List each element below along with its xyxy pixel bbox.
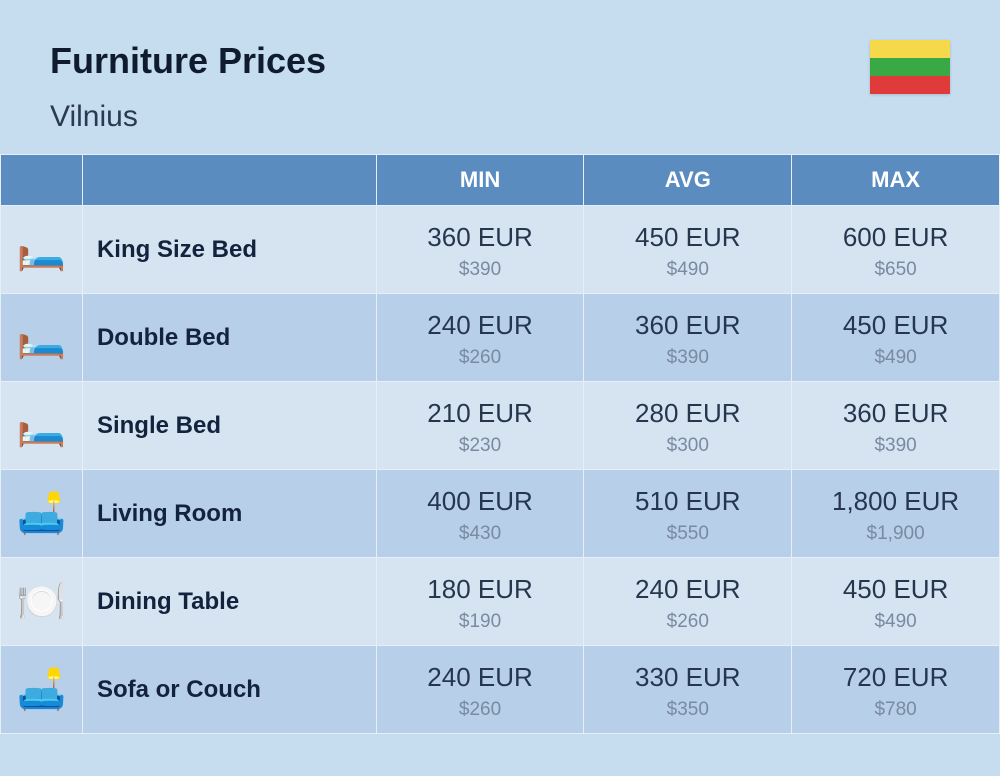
price-eur: 280 EUR [584,398,791,429]
price-usd: $390 [377,259,584,281]
price-cell: 360 EUR $390 [376,206,584,294]
price-eur: 360 EUR [377,222,584,253]
furniture-icon: 🛋️ [1,470,83,558]
flag-stripe-top [870,40,950,58]
header-avg: AVG [584,155,792,206]
table-row: 🛏️Double Bed240 EUR $260360 EUR $390450 EU… [1,294,1000,382]
price-cell: 360 EUR $390 [792,382,1000,470]
header-name-col [82,155,376,206]
page-title: Furniture Prices [50,40,326,82]
price-usd: $260 [377,347,584,369]
furniture-icon: 🛋️ [1,646,83,734]
price-cell: 240 EUR $260 [376,646,584,734]
price-cell: 510 EUR $550 [584,470,792,558]
header-max: MAX [792,155,1000,206]
furniture-icon: 🛏️ [1,382,83,470]
furniture-name: Single Bed [82,382,376,470]
price-cell: 720 EUR $780 [792,646,1000,734]
price-usd: $390 [584,347,791,369]
header-min: MIN [376,155,584,206]
furniture-name: Living Room [82,470,376,558]
table-row: 🛏️King Size Bed360 EUR $390450 EUR $490600… [1,206,1000,294]
table-row: 🛏️Single Bed210 EUR $230280 EUR $300360 EU… [1,382,1000,470]
price-cell: 1,800 EUR $1,900 [792,470,1000,558]
price-usd: $490 [584,259,791,281]
price-eur: 240 EUR [377,662,584,693]
price-eur: 450 EUR [584,222,791,253]
price-eur: 510 EUR [584,486,791,517]
price-eur: 360 EUR [792,398,999,429]
price-usd: $350 [584,699,791,721]
price-cell: 600 EUR $650 [792,206,1000,294]
price-usd: $260 [584,611,791,633]
price-cell: 180 EUR $190 [376,558,584,646]
price-usd: $260 [377,699,584,721]
table-row: 🛋️Living Room400 EUR $430510 EUR $5501,800… [1,470,1000,558]
price-eur: 180 EUR [377,574,584,605]
price-usd: $230 [377,435,584,457]
price-eur: 360 EUR [584,310,791,341]
price-cell: 450 EUR $490 [792,558,1000,646]
flag-stripe-mid [870,58,950,76]
price-usd: $780 [792,699,999,721]
furniture-icon: 🛏️ [1,206,83,294]
price-eur: 400 EUR [377,486,584,517]
price-usd: $300 [584,435,791,457]
price-cell: 450 EUR $490 [792,294,1000,382]
price-eur: 330 EUR [584,662,791,693]
title-block: Furniture Prices Vilnius [50,40,326,134]
price-cell: 210 EUR $230 [376,382,584,470]
price-cell: 240 EUR $260 [584,558,792,646]
furniture-name: Sofa or Couch [82,646,376,734]
page-subtitle: Vilnius [50,100,326,134]
price-cell: 280 EUR $300 [584,382,792,470]
price-eur: 240 EUR [377,310,584,341]
furniture-name: Dining Table [82,558,376,646]
price-eur: 450 EUR [792,310,999,341]
table-row: 🛋️Sofa or Couch240 EUR $260330 EUR $350720… [1,646,1000,734]
price-eur: 600 EUR [792,222,999,253]
furniture-icon: 🛏️ [1,294,83,382]
price-cell: 240 EUR $260 [376,294,584,382]
price-usd: $1,900 [792,523,999,545]
price-table: MIN AVG MAX 🛏️King Size Bed360 EUR$39045… [0,154,1000,734]
price-usd: $390 [792,435,999,457]
furniture-name: King Size Bed [82,206,376,294]
table-row: 🍽️Dining Table180 EUR $190240 EUR $260450 … [1,558,1000,646]
price-usd: $550 [584,523,791,545]
price-cell: 360 EUR $390 [584,294,792,382]
table-header-row: MIN AVG MAX [1,155,1000,206]
price-usd: $650 [792,259,999,281]
price-eur: 240 EUR [584,574,791,605]
price-eur: 450 EUR [792,574,999,605]
flag-stripe-bot [870,76,950,94]
price-eur: 720 EUR [792,662,999,693]
header-icon-col [1,155,83,206]
price-cell: 330 EUR $350 [584,646,792,734]
price-cell: 400 EUR $430 [376,470,584,558]
price-eur: 210 EUR [377,398,584,429]
price-usd: $490 [792,347,999,369]
price-cell: 450 EUR $490 [584,206,792,294]
price-eur: 1,800 EUR [792,486,999,517]
price-usd: $490 [792,611,999,633]
header: Furniture Prices Vilnius [0,0,1000,154]
furniture-icon: 🍽️ [1,558,83,646]
price-usd: $430 [377,523,584,545]
flag-icon [870,40,950,94]
furniture-name: Double Bed [82,294,376,382]
price-usd: $190 [377,611,584,633]
